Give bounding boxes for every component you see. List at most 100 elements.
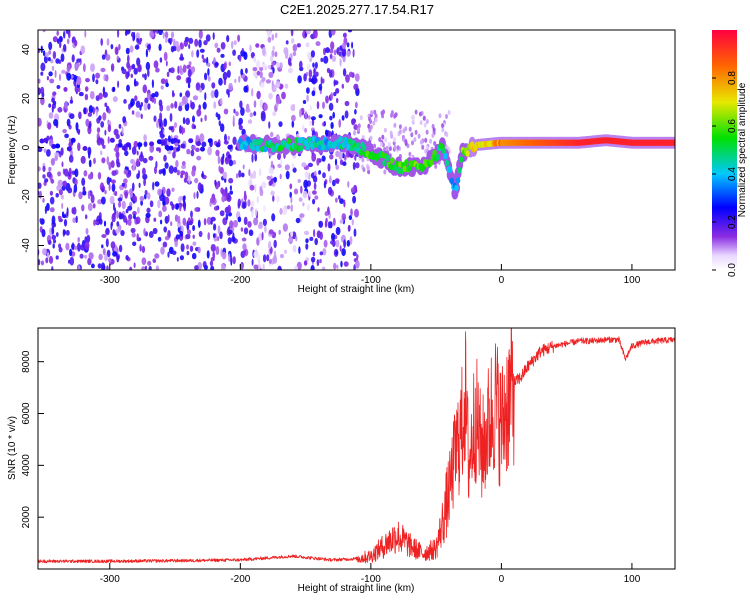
noise-speckle	[206, 250, 210, 259]
noise-speckle	[46, 76, 50, 81]
noise-speckle	[168, 126, 173, 131]
noise-speckle	[58, 189, 63, 196]
noise-speckle	[145, 48, 148, 58]
noise-speckle	[48, 166, 52, 172]
noise-speckle	[281, 91, 286, 100]
noise-speckle	[200, 117, 203, 123]
noise-speckle	[414, 109, 418, 115]
noise-speckle	[111, 170, 117, 177]
noise-speckle	[251, 153, 254, 163]
noise-speckle	[325, 217, 328, 224]
noise-speckle	[232, 256, 236, 265]
noise-speckle	[204, 72, 208, 81]
noise-speckle	[112, 251, 118, 257]
noise-speckle	[393, 113, 397, 119]
noise-speckle	[142, 84, 148, 94]
noise-speckle	[306, 63, 311, 72]
noise-speckle	[164, 196, 170, 205]
noise-speckle	[117, 197, 123, 202]
noise-speckle	[105, 238, 109, 248]
noise-speckle	[105, 74, 109, 82]
noise-speckle	[170, 67, 175, 74]
noise-speckle	[157, 236, 162, 242]
noise-speckle	[204, 114, 207, 122]
noise-speckle	[147, 260, 152, 266]
noise-speckle	[335, 164, 340, 170]
noise-speckle	[232, 136, 237, 145]
noise-speckle	[240, 68, 244, 76]
noise-speckle	[269, 259, 272, 264]
noise-speckle	[84, 86, 89, 92]
noise-speckle	[352, 48, 355, 58]
noise-speckle	[270, 131, 274, 138]
noise-speckle	[220, 123, 225, 133]
noise-speckle	[199, 87, 203, 93]
noise-speckle	[228, 229, 233, 235]
x-tick-label: -100	[361, 275, 381, 286]
noise-speckle	[222, 71, 228, 81]
noise-speckle	[196, 155, 202, 161]
noise-speckle	[318, 114, 323, 119]
noise-speckle	[152, 227, 158, 235]
noise-speckle	[308, 115, 311, 120]
noise-speckle	[273, 239, 277, 249]
noise-speckle	[135, 111, 141, 118]
noise-speckle	[411, 140, 414, 146]
noise-speckle	[38, 47, 41, 54]
noise-speckle	[235, 173, 239, 179]
ridge-blob	[117, 142, 123, 148]
noise-speckle	[63, 229, 66, 236]
noise-speckle	[82, 186, 86, 193]
noise-speckle	[207, 75, 211, 82]
noise-speckle	[249, 184, 255, 191]
noise-speckle	[270, 190, 275, 196]
noise-speckle	[176, 75, 182, 81]
noise-speckle	[48, 71, 53, 77]
noise-speckle	[307, 162, 313, 168]
noise-speckle	[273, 176, 278, 183]
noise-speckle	[74, 85, 79, 93]
noise-speckle	[191, 169, 196, 177]
noise-speckle	[106, 176, 111, 185]
noise-speckle	[228, 159, 234, 167]
noise-speckle	[182, 195, 186, 203]
noise-speckle	[98, 115, 102, 121]
noise-speckle	[110, 241, 116, 249]
noise-speckle	[175, 234, 180, 240]
noise-speckle	[129, 266, 133, 270]
noise-speckle	[347, 30, 353, 33]
noise-speckle	[309, 105, 312, 111]
noise-speckle	[218, 120, 221, 127]
noise-speckle	[50, 59, 54, 64]
noise-speckle	[125, 47, 130, 55]
noise-speckle	[115, 133, 120, 140]
noise-speckle	[173, 146, 178, 153]
noise-speckle	[62, 180, 68, 187]
noise-speckle	[177, 139, 181, 144]
noise-speckle	[302, 124, 305, 132]
ridge-core	[385, 154, 390, 162]
noise-speckle	[68, 259, 71, 264]
ridge-blob	[55, 143, 61, 149]
noise-speckle	[66, 64, 71, 73]
ridge-core	[441, 148, 447, 155]
noise-speckle	[95, 72, 101, 79]
noise-speckle	[188, 175, 191, 184]
noise-speckle	[190, 149, 195, 157]
noise-speckle	[100, 38, 103, 46]
noise-speckle	[424, 137, 428, 143]
noise-speckle	[102, 112, 107, 121]
noise-speckle	[245, 67, 248, 74]
noise-speckle	[309, 120, 312, 127]
noise-speckle	[156, 147, 160, 152]
noise-speckle	[90, 194, 95, 204]
noise-speckle	[303, 73, 307, 82]
noise-speckle	[100, 138, 105, 147]
noise-speckle	[323, 55, 329, 64]
noise-speckle	[143, 228, 146, 236]
noise-speckle	[249, 173, 254, 179]
noise-speckle	[339, 219, 344, 224]
noise-speckle	[182, 217, 187, 226]
noise-speckle	[198, 230, 203, 238]
noise-speckle	[402, 128, 406, 134]
